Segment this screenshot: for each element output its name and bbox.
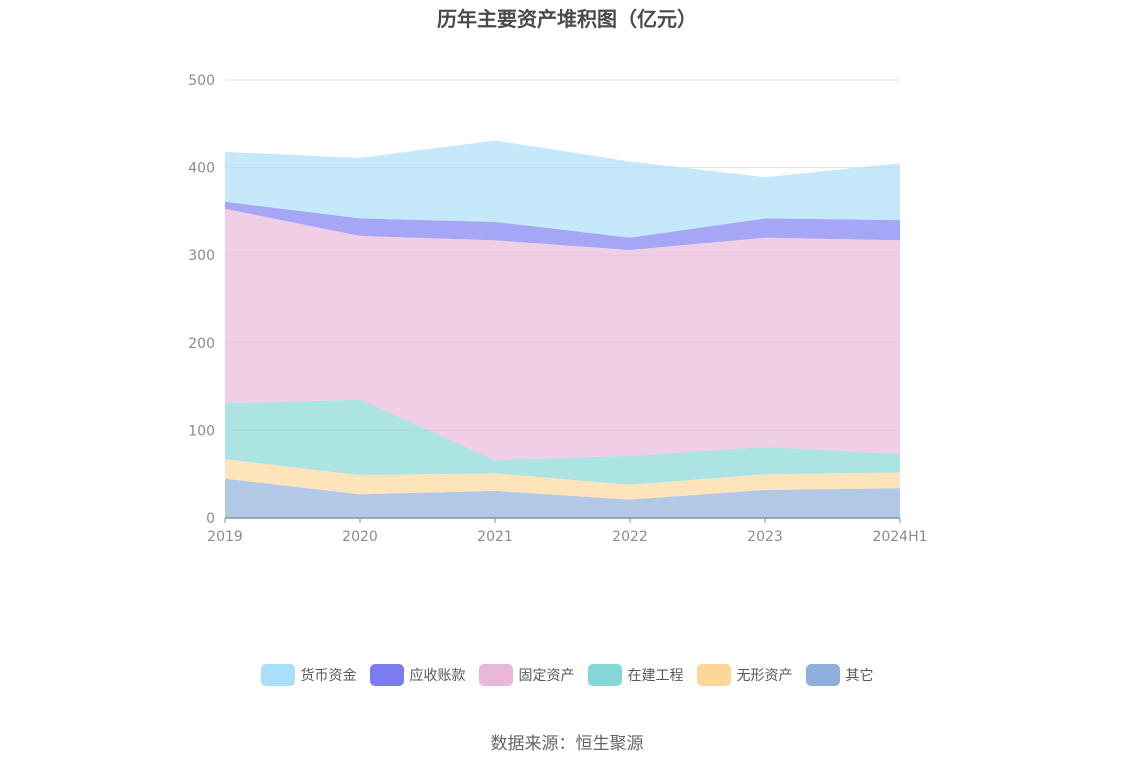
legend-swatch [478, 664, 513, 686]
x-tick-label: 2023 [747, 529, 783, 545]
area-应收账款 [225, 201, 900, 250]
legend-swatch [805, 664, 840, 686]
legend-label: 无形资产 [736, 668, 793, 684]
legend-item[interactable]: 货币资金 [260, 664, 357, 686]
area-在建工程 [225, 399, 900, 485]
x-tick-label: 2024H1 [872, 529, 927, 545]
y-tick-label: 500 [188, 73, 215, 89]
legend-label: 固定资产 [518, 668, 575, 684]
y-tick-label: 400 [188, 161, 215, 177]
data-source: 数据来源：恒生聚源 [490, 734, 644, 754]
legend-swatch [369, 664, 404, 686]
legend-item[interactable]: 应收账款 [369, 664, 466, 686]
legend: 货币资金 应收账款 固定资产 在建工程 无形资产 其它 [0, 664, 1134, 686]
legend-label: 应收账款 [409, 668, 466, 684]
y-tick-label: 300 [188, 248, 215, 264]
area-固定资产 [225, 208, 900, 461]
area-货币资金 [225, 140, 900, 238]
stacked-area-chart: 0 100 200 300 400 500 2019 2020 2021 2022 2023 2024… [188, 73, 927, 545]
area-无形资产 [225, 459, 900, 500]
legend-item[interactable]: 固定资产 [478, 664, 575, 686]
legend-swatch [696, 664, 731, 686]
y-tick-label: 100 [188, 423, 215, 439]
x-tick-label: 2022 [612, 529, 648, 545]
legend-item[interactable]: 在建工程 [587, 664, 684, 686]
y-tick-label: 200 [188, 336, 215, 352]
legend-label: 货币资金 [300, 668, 357, 684]
axes: 0 100 200 300 400 500 2019 2020 2021 2022 2023 2024… [188, 73, 927, 545]
x-tick-label: 2021 [477, 529, 513, 545]
legend-swatch [587, 664, 622, 686]
x-tick-label: 2019 [207, 529, 243, 545]
y-tick-label: 0 [206, 511, 215, 527]
x-tick-label: 2020 [342, 529, 378, 545]
legend-item[interactable]: 其它 [805, 664, 874, 686]
legend-item[interactable]: 无形资产 [696, 664, 793, 686]
legend-label: 其它 [845, 668, 874, 684]
area-series [225, 140, 900, 518]
area-其它 [225, 478, 900, 518]
legend-label: 在建工程 [627, 668, 684, 684]
chart-title: 历年主要资产堆积图（亿元） [437, 7, 697, 31]
legend-swatch [260, 664, 295, 686]
